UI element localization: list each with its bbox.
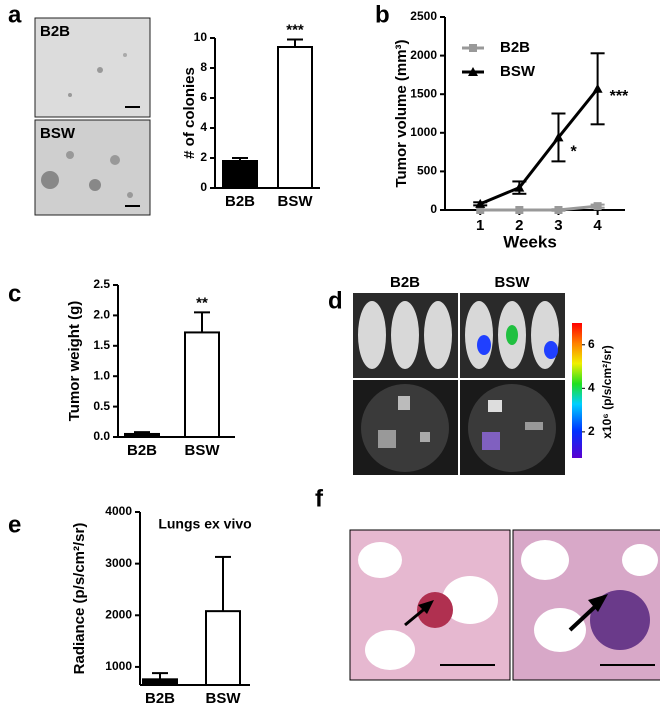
series-line xyxy=(479,87,599,206)
x-tick-label: 2 xyxy=(515,217,523,234)
x-tick-label: BSW xyxy=(185,442,221,459)
colorbar xyxy=(572,323,582,458)
bar xyxy=(205,610,241,686)
y-tick-label: 0.5 xyxy=(93,399,110,413)
y-tick-label: 4 xyxy=(200,120,207,134)
y-axis-label: Tumor weight (g) xyxy=(66,301,83,422)
y-tick-label: 2000 xyxy=(410,48,437,62)
panel-letter: f xyxy=(315,485,324,512)
colony-images: B2B BSW xyxy=(34,17,151,216)
y-tick-label: 2500 xyxy=(410,9,437,23)
image-label: B2B xyxy=(40,23,70,40)
column-label: B2B xyxy=(390,274,420,291)
x-tick-label: 1 xyxy=(476,217,484,234)
x-tick-label: B2B xyxy=(145,690,175,705)
significance: *** xyxy=(286,21,304,38)
y-tick-label: 10 xyxy=(194,30,208,44)
significance: * xyxy=(570,144,577,161)
marker xyxy=(515,206,524,214)
significance: *** xyxy=(610,88,629,105)
y-tick-label: 0.0 xyxy=(93,429,110,443)
chart-title: Lungs ex vivo xyxy=(158,516,251,532)
panel-letter: e xyxy=(8,511,21,538)
imaging-panel: B2B BSW xyxy=(353,274,582,475)
x-tick-label: B2B xyxy=(127,442,157,459)
y-tick-label: 0 xyxy=(200,180,207,194)
y-tick-label: 0 xyxy=(430,202,437,216)
y-tick-label: 8 xyxy=(200,60,207,74)
legend-label: B2B xyxy=(500,39,530,56)
x-tick-label: 3 xyxy=(554,217,562,234)
x-tick-label: BSW xyxy=(278,193,314,210)
y-tick-label: 4000 xyxy=(105,504,132,518)
legend-label: BSW xyxy=(500,63,536,80)
colorbar-tick-label: 2 xyxy=(588,424,595,438)
marker xyxy=(553,132,564,142)
significance: ** xyxy=(196,294,208,311)
panel-letter: a xyxy=(8,1,22,28)
panel-letter: b xyxy=(375,1,390,28)
colorbar-tick-label: 6 xyxy=(588,337,595,351)
y-axis-label: Tumor volume (mm³) xyxy=(393,39,410,187)
x-axis-label: Weeks xyxy=(503,232,557,251)
y-tick-label: 1.5 xyxy=(93,338,110,352)
y-tick-label: 2.0 xyxy=(93,308,110,322)
histology-images xyxy=(349,529,660,681)
bar xyxy=(124,432,160,438)
legend-marker xyxy=(469,44,477,52)
marker xyxy=(593,202,602,211)
panel-letter: d xyxy=(328,287,343,314)
y-tick-label: 1500 xyxy=(410,86,437,100)
y-tick-label: 1000 xyxy=(105,659,132,673)
y-tick-label: 2000 xyxy=(105,607,132,621)
x-tick-label: BSW xyxy=(206,690,242,705)
marker xyxy=(476,206,485,214)
colorbar-tick-label: 4 xyxy=(588,380,595,394)
colorbar-label: x10⁶ (p/s/cm²/sr) xyxy=(600,345,614,439)
bar xyxy=(222,160,258,189)
marker xyxy=(554,206,563,214)
bar xyxy=(277,46,313,189)
y-axis-label: Radiance (p/s/cm²/sr) xyxy=(71,523,88,675)
y-tick-label: 2 xyxy=(200,150,207,164)
y-tick-label: 500 xyxy=(417,164,437,178)
x-tick-label: 4 xyxy=(593,217,602,234)
series-line xyxy=(480,204,598,212)
x-tick-label: B2B xyxy=(225,193,255,210)
column-label: BSW xyxy=(495,274,531,291)
legend-marker xyxy=(468,67,478,76)
marker xyxy=(475,198,486,208)
panel-letter: c xyxy=(8,280,21,307)
y-tick-label: 1000 xyxy=(410,125,437,139)
bar xyxy=(184,331,220,439)
image-label: BSW xyxy=(40,125,76,142)
y-tick-label: 1.0 xyxy=(93,368,110,382)
bar xyxy=(142,678,178,686)
y-tick-label: 2.5 xyxy=(93,277,110,291)
y-tick-label: 3000 xyxy=(105,556,132,570)
y-tick-label: 6 xyxy=(200,90,207,104)
y-axis-label: # of colonies xyxy=(181,67,198,159)
marker xyxy=(514,182,525,192)
marker xyxy=(592,83,603,93)
